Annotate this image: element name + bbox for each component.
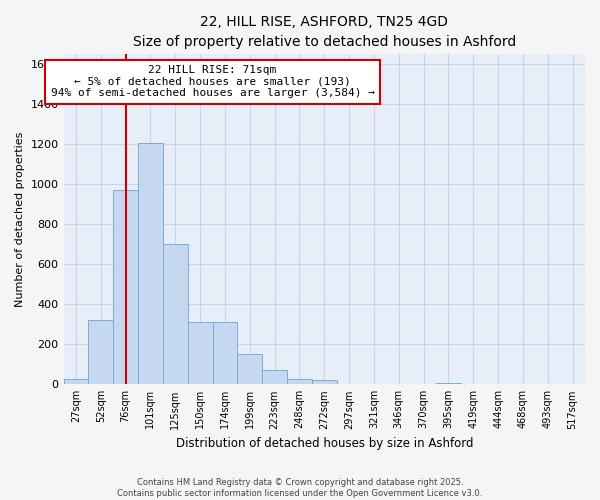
Bar (163, 244, 188, 384)
Text: 22 HILL RISE: 71sqm
← 5% of detached houses are smaller (193)
94% of semi-detach: 22 HILL RISE: 71sqm ← 5% of detached hou… (50, 66, 374, 98)
Y-axis label: Number of detached properties: Number of detached properties (15, 132, 25, 307)
Bar (64, 380, 88, 384)
Bar (312, 380, 337, 384)
Title: 22, HILL RISE, ASHFORD, TN25 4GD
Size of property relative to detached houses in: 22, HILL RISE, ASHFORD, TN25 4GD Size of… (133, 15, 516, 48)
Bar (188, 322, 212, 384)
Bar (88, 320, 113, 384)
Bar (138, 143, 163, 384)
Bar (212, 322, 238, 384)
Bar (113, 190, 138, 384)
Text: Contains HM Land Registry data © Crown copyright and database right 2025.
Contai: Contains HM Land Registry data © Crown c… (118, 478, 482, 498)
Bar (287, 380, 312, 384)
X-axis label: Distribution of detached houses by size in Ashford: Distribution of detached houses by size … (176, 437, 473, 450)
Bar (262, 370, 287, 384)
Bar (238, 354, 262, 384)
